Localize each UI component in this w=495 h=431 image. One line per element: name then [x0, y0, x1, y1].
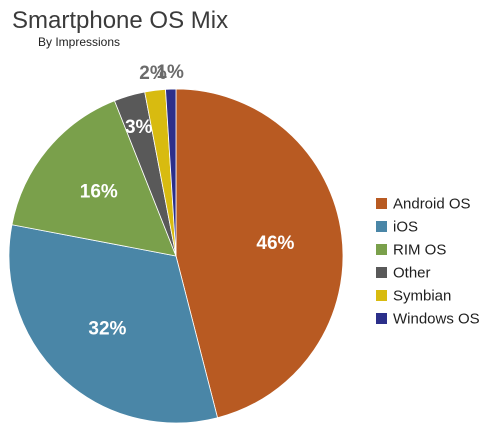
pie-slices [8, 88, 344, 424]
legend-swatch-windows-os [376, 313, 387, 324]
slice-label-android-os: 46% [256, 233, 294, 254]
legend-label-android-os: Android OS [393, 196, 471, 213]
legend-swatch-symbian [376, 290, 387, 301]
slice-rim-os [11, 100, 177, 257]
legend-label-rim-os: RIM OS [393, 242, 446, 259]
legend-swatch-other [376, 267, 387, 278]
legend-swatch-rim-os [376, 244, 387, 255]
legend-label-symbian: Symbian [393, 288, 451, 305]
slice-label-other: 3% [125, 117, 153, 138]
slice-label-ios: 32% [88, 319, 126, 340]
slice-android-os [175, 88, 344, 419]
slice-ios [8, 224, 219, 424]
legend-label-windows-os: Windows OS [393, 311, 480, 328]
chart-title: Smartphone OS Mix [12, 7, 228, 34]
legend-label-other: Other [393, 265, 431, 282]
legend-swatch-android-os [376, 198, 387, 209]
slice-label-rim-os: 16% [80, 182, 118, 203]
legend-label-ios: iOS [393, 219, 418, 236]
pie-slice-labels: 46% 32% 16% 3% 2%1% [80, 62, 295, 340]
chart-subtitle: By Impressions [38, 35, 120, 49]
legend: Android OS iOS RIM OS Other Symbian Windows O… [376, 196, 480, 328]
slice-label-symbian: 2% [139, 63, 167, 84]
slice-windows-os [165, 88, 177, 257]
legend-swatch-ios [376, 221, 387, 232]
slice-label-windows-os: 1% [156, 62, 184, 83]
